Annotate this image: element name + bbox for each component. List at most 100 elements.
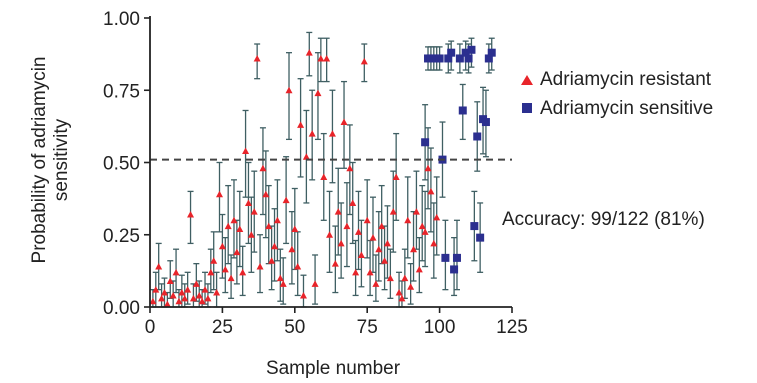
resistant-point	[311, 280, 319, 287]
sensitive-point	[484, 54, 493, 63]
resistant-point	[369, 234, 377, 241]
x-tick-label: 100	[424, 317, 456, 338]
legend-label-resistant: Adriamycin resistant	[540, 69, 712, 90]
resistant-point	[366, 268, 374, 276]
resistant-point	[230, 216, 238, 224]
resistant-point	[213, 289, 221, 296]
resistant-point	[271, 242, 279, 250]
resistant-point	[317, 54, 325, 62]
marker-layer	[149, 45, 496, 308]
resistant-point	[386, 274, 394, 282]
resistant-point	[282, 196, 290, 204]
resistant-point	[236, 225, 244, 232]
resistant-point	[360, 57, 368, 65]
resistant-point	[294, 263, 302, 270]
sensitive-point	[464, 54, 473, 63]
resistant-point	[328, 130, 336, 137]
y-tick-label: 1.00	[103, 9, 140, 30]
legend-marker-sensitive	[522, 103, 532, 113]
sensitive-point	[421, 138, 430, 147]
sensitive-point	[447, 48, 456, 57]
resistant-point	[308, 130, 316, 137]
resistant-point	[326, 231, 334, 238]
resistant-point	[392, 173, 400, 180]
sensitive-point	[481, 118, 490, 127]
resistant-point	[218, 242, 226, 250]
sensitive-point	[473, 132, 482, 141]
y-ticks: 0.00 0.25 0.50 0.75 1.00	[103, 9, 150, 319]
resistant-point	[305, 49, 313, 56]
resistant-point	[288, 245, 296, 253]
resistant-point	[244, 199, 252, 206]
resistant-point	[201, 286, 209, 293]
resistant-point	[285, 86, 293, 94]
resistant-point	[381, 257, 389, 264]
resistant-point	[395, 289, 403, 296]
resistant-point	[265, 222, 273, 230]
resistant-point	[383, 239, 391, 247]
x-ticks: 0 25 50 75 100 125	[145, 307, 528, 338]
x-tick-label: 75	[357, 317, 378, 338]
resistant-point	[372, 280, 380, 287]
errorbar-layer	[149, 31, 495, 308]
x-tick-label: 25	[212, 317, 233, 338]
legend-marker-resistant	[521, 75, 533, 85]
y-tick-label: 0.50	[103, 154, 140, 175]
y-tick-label: 0.00	[103, 298, 140, 319]
resistant-point	[158, 294, 166, 302]
resistant-point	[198, 297, 206, 305]
resistant-point	[378, 222, 386, 230]
x-axis-title: Sample number	[266, 358, 401, 379]
legend: Adriamycin resistant Adriamycin sensitiv…	[521, 69, 713, 119]
resistant-point	[299, 291, 307, 299]
resistant-point	[239, 268, 247, 276]
resistant-point	[163, 300, 171, 308]
resistant-point	[253, 54, 261, 62]
resistant-point	[242, 147, 250, 154]
resistant-point	[363, 216, 371, 224]
resistant-point	[216, 190, 224, 198]
sensitive-point	[441, 253, 450, 262]
resistant-point	[427, 187, 435, 195]
resistant-point	[389, 208, 397, 215]
sensitive-point	[450, 265, 459, 274]
sensitive-point	[487, 48, 496, 57]
resistant-point	[178, 289, 186, 296]
sensitive-point	[476, 233, 485, 242]
resistant-point	[181, 294, 189, 302]
resistant-point	[224, 222, 232, 230]
resistant-point	[407, 283, 415, 290]
resistant-point	[418, 222, 426, 230]
resistant-point	[250, 208, 258, 215]
resistant-point	[268, 257, 276, 264]
resistant-point	[346, 164, 354, 172]
resistant-point	[276, 274, 284, 282]
resistant-point	[433, 213, 441, 221]
resistant-point	[357, 251, 365, 258]
resistant-point	[421, 228, 429, 235]
y-tick-label: 0.75	[103, 81, 140, 102]
resistant-point	[412, 208, 420, 215]
sensitive-point	[467, 45, 476, 54]
x-tick-label: 125	[496, 317, 528, 338]
resistant-point	[279, 280, 287, 287]
resistant-point	[337, 239, 345, 247]
resistant-point	[169, 291, 177, 299]
sensitive-point	[455, 54, 464, 63]
accuracy-annotation: Accuracy: 99/122 (81%)	[502, 209, 705, 230]
x-tick-label: 0	[145, 317, 156, 338]
resistant-point	[172, 268, 180, 276]
resistant-point	[398, 294, 406, 302]
y-axis-title: Probability of adriamycin sensitivity	[29, 57, 72, 264]
resistant-point	[207, 268, 215, 276]
resistant-point	[149, 297, 157, 305]
x-tick-label: 50	[284, 317, 305, 338]
sensitive-point	[470, 222, 479, 231]
resistant-point	[430, 239, 438, 247]
legend-label-sensitive: Adriamycin sensitive	[540, 98, 713, 119]
resistant-point	[175, 297, 183, 305]
resistant-point	[424, 164, 432, 172]
resistant-point	[233, 248, 241, 256]
resistant-point	[155, 263, 163, 270]
